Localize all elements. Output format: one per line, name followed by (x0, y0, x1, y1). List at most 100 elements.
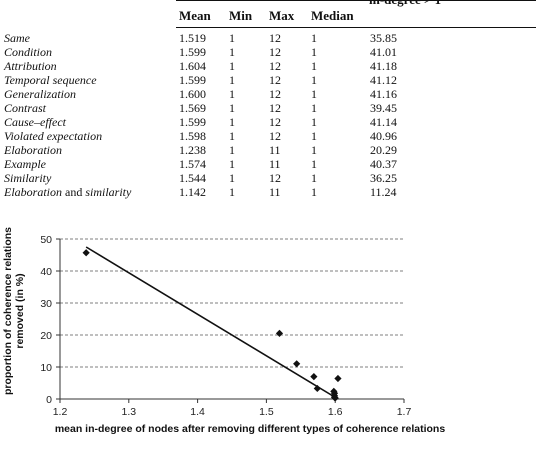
row-max: 12 (269, 101, 281, 115)
x-tick-label: 1.2 (53, 406, 68, 418)
row-median: 1 (311, 73, 317, 87)
row-indegree: 20.29 (370, 143, 397, 157)
header-max: Max (269, 8, 295, 23)
row-median: 1 (311, 157, 317, 171)
row-name: Attribution (4, 59, 57, 73)
row-max: 12 (269, 171, 281, 185)
row-indegree: 35.85 (370, 31, 397, 45)
row-indegree: 40.96 (370, 129, 397, 143)
header-median: Median (311, 8, 354, 23)
x-tick-label: 1.5 (259, 406, 274, 418)
row-min: 1 (229, 87, 235, 101)
row-mean: 1.600 (179, 87, 206, 101)
row-min: 1 (229, 171, 235, 185)
data-point (334, 374, 342, 383)
row-name: Temporal sequence (4, 73, 97, 87)
row-mean: 1.544 (179, 171, 206, 185)
data-point (82, 249, 90, 257)
row-mean: 1.604 (179, 59, 206, 73)
row-median: 1 (311, 129, 317, 143)
row-median: 1 (311, 171, 317, 185)
coherence-table: in-degree > 1 Mean Min Max Median Same 1… (0, 0, 536, 200)
trendline-segment (85, 246, 339, 400)
row-max: 11 (269, 143, 281, 157)
data-point (275, 329, 284, 337)
data-point (293, 360, 301, 368)
x-tick-label: 1.4 (190, 406, 205, 418)
row-median: 1 (311, 31, 317, 45)
row-min: 1 (229, 129, 235, 143)
row-indegree: 40.37 (370, 157, 397, 171)
trendline (85, 246, 339, 400)
row-indegree: 41.14 (370, 115, 397, 129)
data-point (313, 384, 321, 393)
row-median: 1 (311, 87, 317, 101)
row-min: 1 (229, 143, 235, 157)
row-name: Violated expectation (4, 129, 103, 143)
row-name: Same (4, 31, 30, 45)
row-name-part2: similarity (85, 185, 132, 199)
row-mean: 1.599 (179, 45, 206, 59)
row-min: 1 (229, 73, 235, 87)
row-indegree: 41.18 (370, 59, 397, 73)
row-max: 12 (269, 59, 281, 73)
y-tick-label: 30 (40, 298, 52, 310)
row-mean: 1.598 (179, 129, 206, 143)
row-indegree: 36.25 (370, 171, 397, 185)
row-name: Cause–effect (4, 115, 66, 129)
row-mean: 1.574 (179, 157, 206, 171)
row-name-joiner: and (62, 185, 86, 199)
row-max: 12 (269, 31, 281, 45)
tick-labels: 0 10 20 30 40 50 1.2 1.3 1.4 1.5 1.6 1.7 (40, 234, 411, 418)
row-max: 11 (269, 185, 281, 199)
table-header-rule (176, 27, 536, 28)
row-min: 1 (229, 45, 235, 59)
grid-lines (60, 238, 404, 368)
row-indegree: 41.12 (370, 73, 397, 87)
scatter-chart: proportion of coherence relations remove… (0, 225, 536, 454)
header-mean: Mean (179, 8, 211, 23)
row-max: 11 (269, 157, 281, 171)
row-name-part1: Elaboration (4, 185, 63, 199)
row-indegree: 41.16 (370, 87, 397, 101)
table-top-rule (176, 0, 536, 1)
row-indegree: 11.24 (370, 185, 397, 199)
row-median: 1 (311, 143, 317, 157)
row-name: Similarity (4, 171, 52, 185)
axes (56, 238, 405, 403)
row-name: Contrast (4, 101, 47, 115)
row-max: 12 (269, 129, 281, 143)
row-min: 1 (229, 101, 235, 115)
y-tick-label: 40 (40, 266, 52, 278)
y-tick-label: 20 (40, 330, 52, 342)
row-mean: 1.142 (179, 185, 206, 199)
row-mean: 1.599 (179, 115, 206, 129)
row-indegree: 39.45 (370, 101, 397, 115)
row-median: 1 (311, 59, 317, 73)
row-max: 12 (269, 87, 281, 101)
row-name: Generalization (4, 87, 76, 101)
row-min: 1 (229, 185, 235, 199)
row-median: 1 (311, 101, 317, 115)
data-points (82, 249, 342, 402)
row-min: 1 (229, 31, 235, 45)
row-min: 1 (229, 59, 235, 73)
row-name: Example (4, 157, 46, 171)
x-tick-label: 1.6 (328, 406, 343, 418)
plot-area: 0 10 20 30 40 50 1.2 1.3 1.4 1.5 1.6 1.7 (40, 234, 411, 418)
x-axis-label: mean in-degree of nodes after removing d… (54, 423, 446, 435)
header-indegree: in-degree > 1 (369, 0, 441, 8)
row-mean: 1.238 (179, 143, 206, 157)
row-min: 1 (229, 115, 235, 129)
row-max: 12 (269, 115, 281, 129)
row-median: 1 (311, 45, 317, 59)
row-max: 12 (269, 73, 281, 87)
row-mean: 1.599 (179, 73, 206, 87)
row-median: 1 (311, 185, 317, 199)
row-mean: 1.569 (179, 101, 206, 115)
row-median: 1 (311, 115, 317, 129)
x-tick-label: 1.3 (121, 406, 136, 418)
row-name: Elaboration (4, 143, 63, 157)
row-name: Condition (4, 45, 53, 59)
y-tick-label: 10 (40, 362, 52, 374)
